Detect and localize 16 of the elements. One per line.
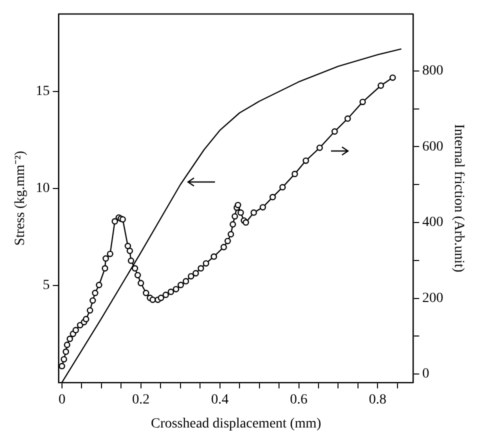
- y2-tick-label: 600: [422, 139, 444, 154]
- y-tick-label: 5: [42, 278, 50, 294]
- y2-tick-label: 800: [422, 64, 444, 79]
- y2-tick-label: 200: [422, 290, 444, 306]
- y-tick-label: 15: [36, 84, 50, 100]
- y2-tick-label: 400: [422, 215, 444, 230]
- x-tick-label: 0.4: [211, 392, 229, 408]
- y2-tick-label: 0: [422, 366, 430, 382]
- x-tick-label: 0.6: [290, 392, 308, 408]
- y-axis-title: Stress (kg.mm⁻²): [13, 150, 28, 246]
- y-tick-label: 10: [36, 181, 50, 196]
- x-tick-label: 0.2: [132, 392, 150, 408]
- x-tick-label: 0: [58, 392, 66, 408]
- x-axis-title: Crosshead displacement (mm): [150, 416, 322, 432]
- y2-axis-title: Internal friction (Arb.unit): [450, 124, 466, 273]
- x-tick-label: 0.8: [368, 392, 386, 408]
